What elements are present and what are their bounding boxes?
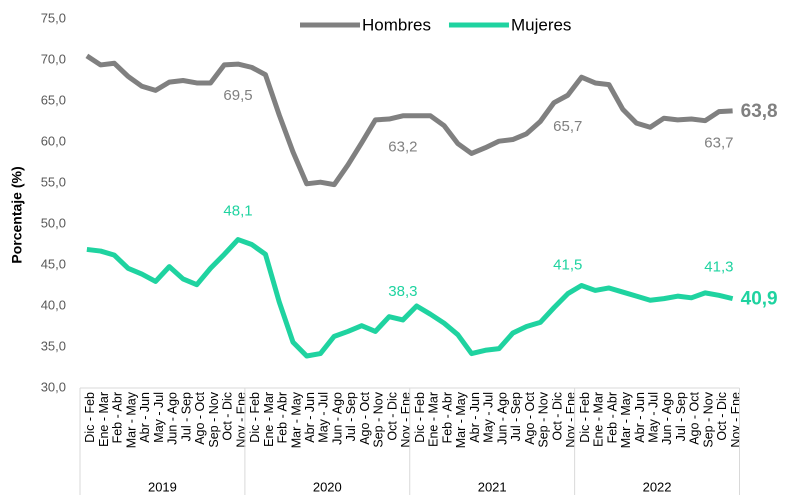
x-group-label: 2020	[313, 479, 342, 494]
data-label: 41,5	[553, 257, 582, 274]
x-tick-label: Feb - Abr	[276, 392, 290, 443]
legend-label: Mujeres	[511, 15, 571, 34]
legend-label: Hombres	[362, 15, 431, 34]
y-tick-label: 65,0	[41, 92, 66, 107]
y-tick-label: 70,0	[41, 51, 66, 66]
data-label: 63,2	[388, 139, 417, 156]
x-tick-label: Sep - Nov	[701, 391, 715, 447]
x-group-label: 2021	[478, 479, 507, 494]
x-tick-label: Feb - Abr	[111, 392, 125, 443]
x-tick-label: Oct - Dic	[715, 392, 729, 441]
x-tick-label: Mar - May	[454, 391, 468, 448]
x-tick-label: Ene - Mar	[97, 392, 111, 447]
y-tick-label: 35,0	[41, 338, 66, 353]
x-tick-label: Jul - Sep	[509, 392, 523, 441]
x-tick-label: May - Jul	[317, 392, 331, 443]
x-tick-label: Jun - Ago	[495, 392, 509, 445]
y-tick-label: 55,0	[41, 174, 66, 189]
x-tick-label: Jul - Sep	[344, 392, 358, 441]
x-tick-label: Nov - Ene	[564, 392, 578, 448]
series-line	[86, 237, 734, 359]
data-label: 38,3	[388, 283, 417, 300]
x-tick-label: Mar - May	[619, 391, 633, 448]
x-tick-label: Jun - Ago	[330, 392, 344, 445]
x-tick-label: Oct - Dic	[221, 392, 235, 441]
x-tick-label: Ago - Oct	[193, 391, 207, 444]
x-tick-label: Nov - Ene	[729, 392, 743, 448]
x-tick-label: Dic - Feb	[578, 392, 592, 443]
x-group-label: 2019	[148, 479, 177, 494]
x-tick-label: May - Jul	[482, 392, 496, 443]
x-tick-label: Ene - Mar	[427, 392, 441, 447]
x-group-label: 2022	[643, 479, 672, 494]
x-tick-label: May - Jul	[152, 392, 166, 443]
x-tick-label: May - Jul	[646, 392, 660, 443]
data-label: 69,5	[223, 87, 252, 104]
x-tick-label: Abr - Jun	[138, 392, 152, 443]
x-tick-label: Dic - Feb	[83, 392, 97, 443]
y-tick-label: 50,0	[41, 215, 66, 230]
x-tick-label: Mar - May	[124, 391, 138, 448]
x-tick-label: Sep - Nov	[537, 391, 551, 447]
y-tick-label: 40,0	[41, 297, 66, 312]
x-tick-label: Feb - Abr	[605, 392, 619, 443]
data-label: 41,3	[704, 258, 733, 275]
x-tick-label: Mar - May	[289, 391, 303, 448]
y-axis-title: Porcentaje (%)	[9, 166, 25, 263]
x-tick-label: Dic - Feb	[248, 392, 262, 443]
y-tick-label: 30,0	[41, 379, 66, 394]
x-tick-label: Jul - Sep	[179, 392, 193, 441]
x-tick-label: Jun - Ago	[166, 392, 180, 445]
y-tick-label: 60,0	[41, 133, 66, 148]
x-tick-label: Sep - Nov	[207, 391, 221, 447]
x-tick-label: Ene - Mar	[592, 392, 606, 447]
x-tick-label: Sep - Nov	[372, 391, 386, 447]
x-tick-label: Nov - Ene	[234, 392, 248, 448]
y-tick-label: 45,0	[41, 256, 66, 271]
x-tick-label: Abr - Jun	[633, 392, 647, 443]
x-tick-label: Oct - Dic	[385, 392, 399, 441]
x-tick-label: Nov - Ene	[399, 392, 413, 448]
x-tick-label: Abr - Jun	[468, 392, 482, 443]
data-label: 65,7	[553, 118, 582, 135]
y-tick-label: 75,0	[41, 10, 66, 25]
x-tick-label: Ago - Oct	[688, 391, 702, 444]
data-label: 48,1	[223, 203, 252, 220]
x-tick-label: Jun - Ago	[660, 392, 674, 445]
x-tick-label: Ene - Mar	[262, 392, 276, 447]
x-tick-label: Ago - Oct	[523, 391, 537, 444]
data-label: 63,8	[741, 101, 778, 122]
x-tick-label: Ago - Oct	[358, 391, 372, 444]
data-label: 40,9	[741, 289, 778, 310]
series-line	[85, 53, 733, 188]
x-tick-label: Dic - Feb	[413, 392, 427, 443]
x-tick-label: Feb - Abr	[440, 392, 454, 443]
x-tick-label: Abr - Jun	[303, 392, 317, 443]
data-label: 63,7	[704, 135, 733, 152]
x-tick-label: Oct - Dic	[550, 392, 564, 441]
x-tick-label: Jul - Sep	[674, 392, 688, 441]
